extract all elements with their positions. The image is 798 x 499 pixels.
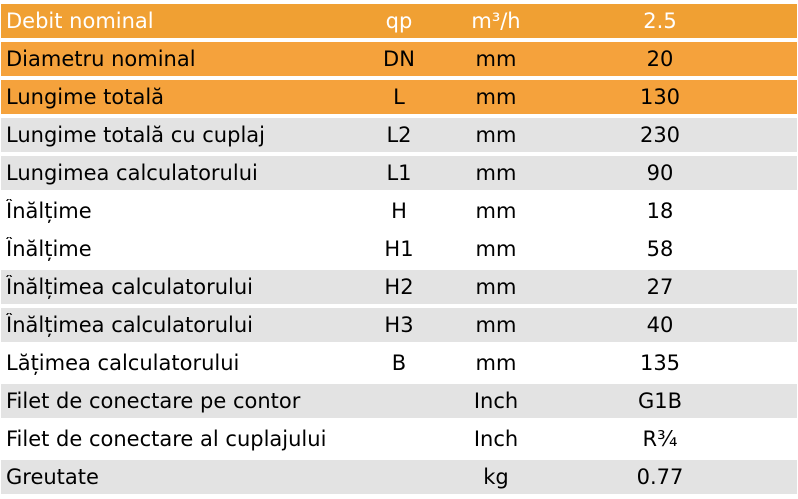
param-unit: mm: [475, 351, 517, 375]
table-row: Înălțime H1 mm 58: [1, 232, 797, 266]
param-value: 58: [646, 237, 674, 261]
param-name: Înălțimea calculatorului: [6, 275, 254, 299]
table-row: Greutate kg 0.77: [1, 460, 797, 494]
param-symbol: H1: [384, 237, 414, 261]
param-value: G1B: [637, 389, 683, 413]
param-symbol: L2: [386, 123, 412, 147]
param-unit: kg: [483, 465, 509, 489]
table-row: Lungime totală L mm 130: [1, 80, 797, 114]
table-row: Filet de conectare pe contor Inch G1B: [1, 384, 797, 418]
table-row: Înălțimea calculatorului H2 mm 27: [1, 270, 797, 304]
param-unit: mm: [475, 161, 517, 185]
param-unit: mm: [475, 199, 517, 223]
param-unit: mm: [475, 85, 517, 109]
param-unit: mm: [475, 123, 517, 147]
param-symbol: DN: [383, 47, 415, 71]
param-symbol: B: [391, 351, 407, 375]
param-unit: mm: [475, 47, 517, 71]
param-symbol: H: [391, 199, 407, 223]
param-symbol: L: [393, 85, 405, 109]
table-row: Lungimea calculatorului L1 mm 90: [1, 156, 797, 190]
table-row: Debit nominal qp m³/h 2.5: [1, 4, 797, 38]
param-unit: mm: [475, 275, 517, 299]
table-row: Înălțimea calculatorului H3 mm 40: [1, 308, 797, 342]
param-name: Greutate: [6, 465, 99, 489]
param-name: Diametru nominal: [6, 47, 196, 71]
param-name: Lungime totală cu cuplaj: [6, 123, 265, 147]
param-name: Filet de conectare pe contor: [6, 389, 301, 413]
param-name: Lățimea calculatorului: [6, 351, 240, 375]
param-name: Înălțime: [6, 199, 92, 223]
param-value: 27: [646, 275, 674, 299]
table-row: Filet de conectare al cuplajului Inch R¾: [1, 422, 797, 456]
param-value: 130: [639, 85, 681, 109]
param-unit: mm: [475, 313, 517, 337]
table-row: Diametru nominal DN mm 20: [1, 42, 797, 76]
table-row: Înălțime H mm 18: [1, 194, 797, 228]
param-name: Înălțime: [6, 237, 92, 261]
param-value: 20: [646, 47, 674, 71]
param-value: 0.77: [636, 465, 684, 489]
param-symbol: L1: [386, 161, 412, 185]
param-unit: mm: [475, 237, 517, 261]
param-unit: Inch: [473, 427, 519, 451]
param-name: Lungime totală: [6, 85, 165, 109]
table-row: Lățimea calculatorului B mm 135: [1, 346, 797, 380]
param-name: Filet de conectare al cuplajului: [6, 427, 327, 451]
param-symbol: H3: [384, 313, 414, 337]
param-symbol: qp: [385, 9, 413, 33]
param-value: 18: [646, 199, 674, 223]
param-unit: m³/h: [471, 9, 521, 33]
param-name: Lungimea calculatorului: [6, 161, 258, 185]
param-symbol: H2: [384, 275, 414, 299]
param-value: R¾: [642, 427, 678, 451]
param-name: Debit nominal: [6, 9, 154, 33]
param-unit: Inch: [473, 389, 519, 413]
param-value: 135: [639, 351, 681, 375]
table-row: Lungime totală cu cuplaj L2 mm 230: [1, 118, 797, 152]
param-value: 40: [646, 313, 674, 337]
param-value: 2.5: [643, 9, 677, 33]
param-name: Înălțimea calculatorului: [6, 313, 254, 337]
param-value: 90: [646, 161, 674, 185]
param-value: 230: [639, 123, 681, 147]
